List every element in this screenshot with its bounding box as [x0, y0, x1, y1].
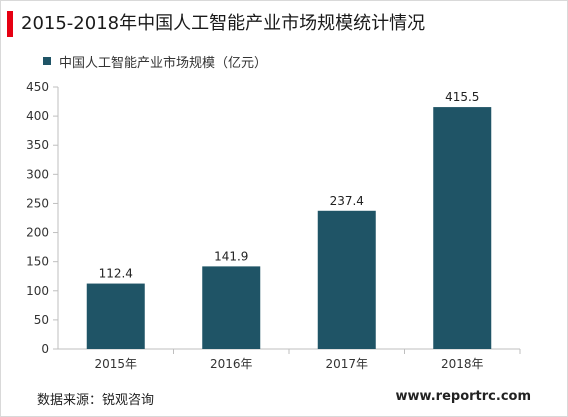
data-label: 112.4 [99, 267, 133, 281]
y-tick-label: 50 [34, 313, 49, 327]
bar [86, 283, 145, 349]
chart-title: 2015-2018年中国人工智能产业市场规模统计情况 [21, 13, 426, 34]
legend: 中国人工智能产业市场规模（亿元） [43, 53, 268, 71]
y-tick-label: 150 [26, 255, 49, 269]
legend-label: 中国人工智能产业市场规模（亿元） [59, 55, 268, 71]
x-tick-label: 2015年 [94, 357, 137, 371]
y-tick-label: 250 [26, 196, 49, 210]
watermark: www.reportrc.com [395, 389, 531, 404]
data-label: 415.5 [445, 90, 479, 104]
y-tick-label: 400 [26, 109, 49, 123]
x-tick-label: 2017年 [325, 357, 368, 371]
x-tick-label: 2016年 [210, 357, 253, 371]
y-tick-label: 0 [41, 342, 49, 356]
bar [202, 266, 261, 349]
x-tick-label: 2018年 [441, 357, 484, 371]
y-tick-label: 300 [26, 167, 49, 181]
data-source: 数据来源：锐观咨询 [37, 393, 155, 408]
bar [317, 210, 376, 349]
data-label: 141.9 [214, 249, 248, 263]
legend-swatch [43, 57, 51, 65]
data-label: 237.4 [330, 194, 364, 208]
title-accent-bar [7, 11, 13, 37]
bar [433, 107, 492, 349]
y-tick-label: 350 [26, 138, 49, 152]
y-tick-label: 100 [26, 284, 49, 298]
y-tick-label: 450 [26, 80, 49, 94]
y-tick-label: 200 [26, 226, 49, 240]
